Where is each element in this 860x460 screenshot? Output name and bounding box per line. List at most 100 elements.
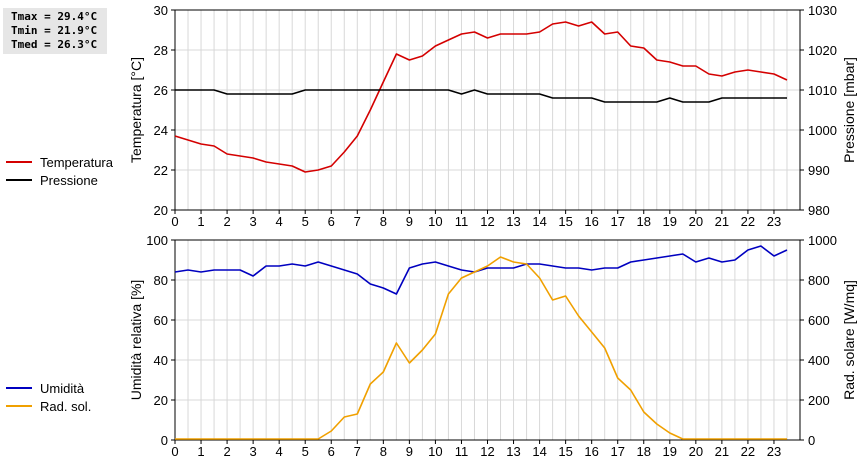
x-tick-label: 7 — [354, 444, 361, 459]
legend-swatch-pressione — [6, 179, 32, 181]
x-tick-label: 8 — [380, 444, 387, 459]
y2-tick-label: 1030 — [808, 3, 837, 18]
x-tick-label: 14 — [532, 444, 546, 459]
legend-item-umidita: Umidità — [6, 379, 91, 397]
x-tick-label: 16 — [584, 444, 598, 459]
legend-item-temperatura: Temperatura — [6, 153, 113, 171]
x-tick-label: 12 — [480, 214, 494, 229]
y2-tick-label: 600 — [808, 313, 830, 328]
y-tick-label: 28 — [154, 43, 168, 58]
x-tick-label: 4 — [276, 444, 283, 459]
x-tick-label: 11 — [455, 444, 469, 459]
y2-tick-label: 980 — [808, 203, 830, 218]
x-tick-label: 1 — [197, 214, 204, 229]
legend-label-pressione: Pressione — [40, 172, 98, 188]
series-line-temperatura — [174, 21, 788, 173]
x-tick-label: 13 — [506, 214, 520, 229]
y-tick-label: 22 — [154, 163, 168, 178]
x-tick-label: 12 — [480, 444, 494, 459]
y-tick-label: 30 — [154, 3, 168, 18]
y2-tick-label: 1010 — [808, 83, 837, 98]
x-tick-label: 15 — [558, 444, 572, 459]
x-tick-label: 23 — [767, 214, 781, 229]
x-tick-label: 21 — [715, 444, 729, 459]
y-tick-label: 20 — [154, 393, 168, 408]
y2-tick-label: 1000 — [808, 123, 837, 138]
x-tick-label: 6 — [328, 444, 335, 459]
x-tick-label: 1 — [197, 444, 204, 459]
x-tick-label: 23 — [767, 444, 781, 459]
legend-top: Temperatura Pressione — [6, 153, 113, 189]
y2-tick-label: 400 — [808, 353, 830, 368]
y2-tick-label: 800 — [808, 273, 830, 288]
x-tick-label: 5 — [302, 444, 309, 459]
legend-swatch-umidita — [6, 387, 32, 389]
x-tick-label: 18 — [637, 444, 651, 459]
stats-box: Tmax = 29.4°C Tmin = 21.9°C Tmed = 26.3°… — [3, 8, 107, 54]
x-tick-label: 0 — [171, 444, 178, 459]
x-tick-label: 5 — [302, 214, 309, 229]
x-tick-label: 8 — [380, 214, 387, 229]
x-tick-label: 19 — [663, 444, 677, 459]
x-tick-label: 13 — [506, 444, 520, 459]
x-tick-label: 15 — [558, 214, 572, 229]
y2-tick-label: 0 — [808, 433, 815, 448]
legend-label-rad-sol: Rad. sol. — [40, 398, 92, 414]
stat-tmax: Tmax = 29.4°C — [11, 10, 98, 23]
y2-axis-label: Rad. solare [W/mq] — [841, 280, 857, 400]
x-tick-label: 17 — [610, 214, 624, 229]
x-tick-label: 2 — [223, 214, 230, 229]
legend-label-umidita: Umidità — [40, 380, 85, 396]
y-axis-label: Temperatura [°C] — [128, 57, 144, 163]
x-tick-label: 0 — [171, 214, 178, 229]
x-tick-label: 22 — [741, 214, 755, 229]
legend-item-rad-sol: Rad. sol. — [6, 397, 91, 415]
y-tick-label: 20 — [154, 203, 168, 218]
y-tick-label: 0 — [161, 433, 168, 448]
x-tick-label: 20 — [689, 444, 703, 459]
series-line-rad-sol — [175, 256, 787, 440]
x-tick-label: 9 — [406, 214, 413, 229]
x-tick-label: 21 — [715, 214, 729, 229]
y2-axis-label: Pressione [mbar] — [841, 57, 857, 163]
chart-panel-0: 0 1 2 3 4 5 6 7 8 9 10 11 12 13 14 15 16 17 18 19 20 21 22 2320… — [128, 3, 857, 229]
x-tick-label: 19 — [663, 214, 677, 229]
x-tick-label: 18 — [637, 214, 651, 229]
x-tick-label: 17 — [610, 444, 624, 459]
stat-tmed: Tmed = 26.3°C — [11, 38, 98, 51]
y2-tick-label: 990 — [808, 163, 830, 178]
x-tick-label: 7 — [354, 214, 361, 229]
y-tick-label: 100 — [146, 233, 168, 248]
y2-tick-label: 200 — [808, 393, 830, 408]
legend-bottom: Umidità Rad. sol. — [6, 379, 91, 415]
x-tick-label: 22 — [741, 444, 755, 459]
x-tick-label: 9 — [406, 444, 413, 459]
series-line-umidit — [174, 245, 788, 295]
y-tick-label: 60 — [154, 313, 168, 328]
x-tick-label: 11 — [455, 214, 469, 229]
x-tick-label: 10 — [428, 214, 442, 229]
y-axis-label: Umidità relativa [%] — [128, 280, 144, 401]
x-tick-label: 14 — [532, 214, 546, 229]
x-tick-label: 6 — [328, 214, 335, 229]
y2-tick-label: 1000 — [808, 233, 837, 248]
x-tick-label: 10 — [428, 444, 442, 459]
stat-tmin: Tmin = 21.9°C — [11, 24, 98, 37]
y-tick-label: 26 — [154, 83, 168, 98]
legend-swatch-rad-sol — [6, 405, 32, 407]
y-tick-label: 40 — [154, 353, 168, 368]
legend-item-pressione: Pressione — [6, 171, 113, 189]
x-tick-label: 2 — [223, 444, 230, 459]
y-tick-label: 80 — [154, 273, 168, 288]
y2-tick-label: 1020 — [808, 43, 837, 58]
legend-label-temperatura: Temperatura — [40, 154, 113, 170]
chart-panel-1: 0 1 2 3 4 5 6 7 8 9 10 11 12 13 14 15 16 17 18 19 20 21 22 2302… — [128, 233, 857, 459]
y-tick-label: 24 — [154, 123, 168, 138]
x-tick-label: 3 — [250, 444, 257, 459]
x-tick-label: 16 — [584, 214, 598, 229]
x-tick-label: 4 — [276, 214, 283, 229]
x-tick-label: 3 — [250, 214, 257, 229]
series-line-pressione — [175, 89, 787, 103]
legend-swatch-temperatura — [6, 161, 32, 163]
